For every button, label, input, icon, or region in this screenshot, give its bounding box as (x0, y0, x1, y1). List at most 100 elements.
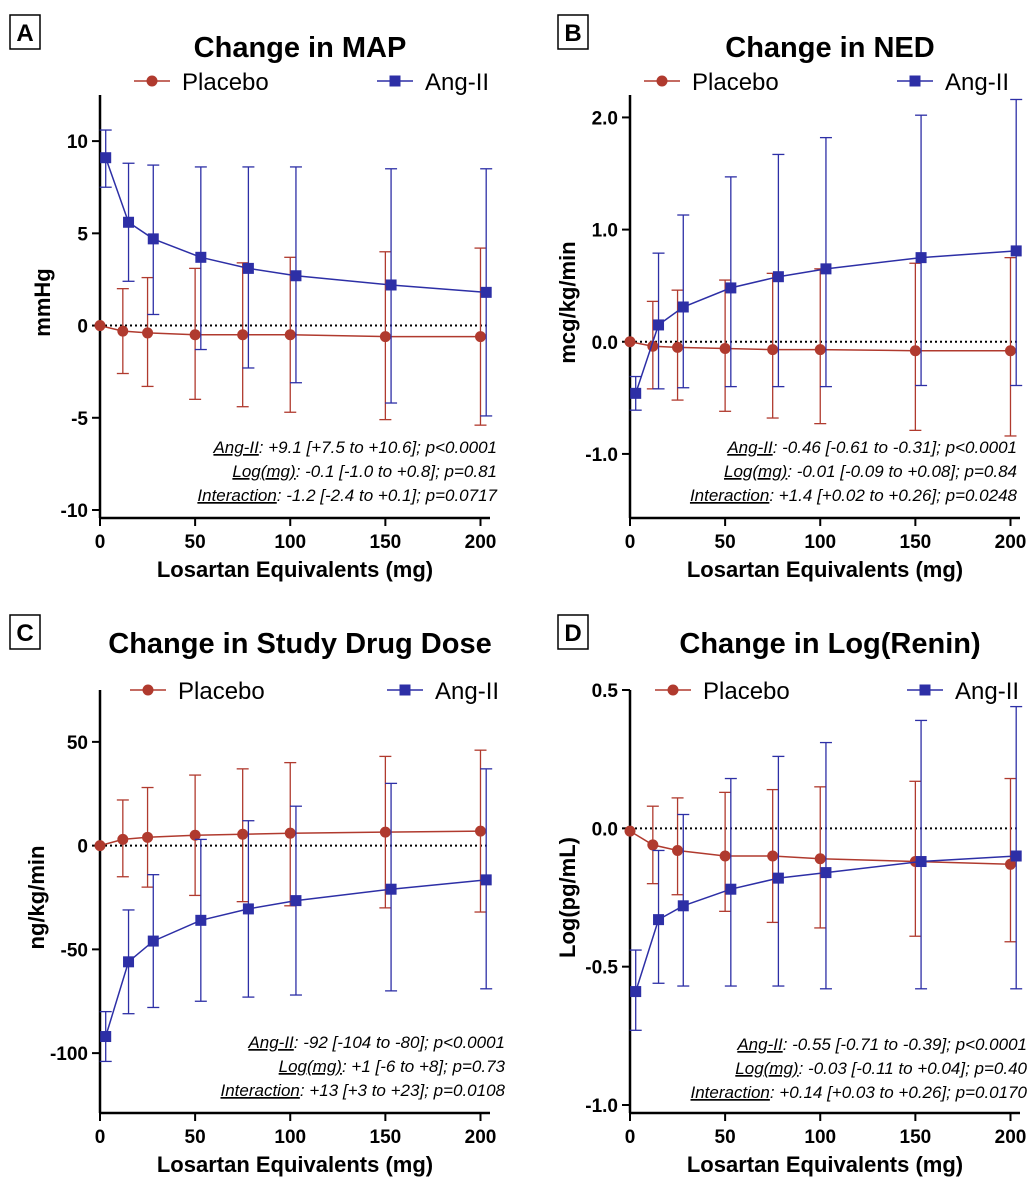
y-tick-label: 0.0 (592, 819, 618, 840)
legend-marker (919, 684, 931, 696)
y-tick-label: 1.0 (592, 221, 618, 242)
series-ang-ii (629, 705, 1023, 1031)
series-placebo (94, 247, 487, 426)
x-tick-label: 100 (274, 532, 306, 553)
x-tick-label: 150 (370, 1127, 402, 1148)
chart-title: Change in MAP (194, 32, 407, 64)
legend-label: Placebo (703, 678, 790, 705)
panel-c: C Change in Study Drug Dose Placebo Ang-II -… (9, 614, 506, 1177)
x-tick-label: 0 (625, 532, 636, 553)
x-axis-label: Losartan Equivalents (mg) (157, 1152, 433, 1177)
data-point (123, 216, 135, 228)
stat-term: Interaction (220, 1081, 299, 1100)
panel-letter: A (16, 20, 33, 47)
data-point (117, 833, 129, 845)
data-point (725, 282, 737, 294)
panel-letter: D (564, 620, 581, 647)
y-tick-label: 0 (77, 317, 88, 338)
panel-letter-box (9, 14, 41, 50)
legend-label: Ang-II (945, 69, 1009, 96)
data-point (915, 856, 927, 868)
data-point (772, 872, 784, 884)
panel-letter-box (9, 614, 41, 650)
data-point (290, 270, 302, 282)
panel-letter-box (557, 14, 589, 50)
legend-label: Placebo (692, 69, 779, 96)
data-point (677, 900, 689, 912)
data-point (1004, 345, 1016, 357)
stat-value: : -0.55 [-0.71 to -0.39]; p<0.0001 (783, 1035, 1027, 1054)
stat-term: Ang-II (726, 438, 773, 457)
stat-term: Log(mg) (724, 462, 787, 481)
data-point (147, 935, 159, 947)
y-tick-label: 0 (77, 837, 88, 858)
y-tick-label: 10 (67, 132, 88, 153)
stat-term: Log(mg) (735, 1059, 798, 1078)
data-point (237, 828, 249, 840)
stat-value: : -0.03 [-0.11 to +0.04]; p=0.40 (799, 1059, 1028, 1078)
data-point (672, 844, 684, 856)
data-point (385, 279, 397, 291)
x-tick-label: 50 (185, 532, 206, 553)
data-point (142, 831, 154, 843)
stat-line: Ang-II: -0.55 [-0.71 to -0.39]; p<0.0001 (736, 1035, 1027, 1054)
x-tick-label: 50 (715, 532, 736, 553)
data-point (820, 867, 832, 879)
data-point (814, 344, 826, 356)
legend-label: Ang-II (435, 678, 499, 705)
y-axis-label: ng/kg/min (24, 846, 49, 950)
series-placebo (624, 256, 1017, 437)
data-point (1004, 858, 1016, 870)
stat-value: : -0.46 [-0.61 to -0.31]; p<0.0001 (773, 438, 1017, 457)
data-point (100, 1031, 112, 1043)
data-point (630, 986, 642, 998)
data-point (94, 840, 106, 852)
x-tick-label: 0 (625, 1127, 636, 1148)
stat-value: : -0.1 [-1.0 to +0.8]; p=0.81 (296, 462, 497, 481)
data-point (385, 883, 397, 895)
x-axis-label: Losartan Equivalents (mg) (687, 1152, 963, 1177)
data-point (1010, 245, 1022, 257)
data-point (915, 252, 927, 264)
x-tick-label: 150 (900, 532, 932, 553)
y-tick-label: 5 (77, 224, 88, 245)
stat-value: : -0.01 [-0.09 to +0.08]; p=0.84 (787, 462, 1017, 481)
stat-term: Interaction (691, 1083, 770, 1102)
legend-label: Placebo (182, 69, 269, 96)
data-point (767, 344, 779, 356)
data-point (474, 825, 486, 837)
x-tick-label: 100 (804, 532, 836, 553)
data-point (474, 331, 486, 343)
data-point (189, 329, 201, 341)
x-tick-label: 0 (95, 1127, 106, 1148)
data-point (379, 331, 391, 343)
data-point (820, 263, 832, 275)
stat-value: : +0.14 [+0.03 to +0.26]; p=0.0170 (770, 1083, 1028, 1102)
data-point (94, 320, 106, 332)
panel-d: D Change in Log(Renin) Placebo Ang-II -1.0 -0… (555, 614, 1028, 1177)
panel-b: B Change in NED Placebo Ang-II -1.0 0.0 1.0 2.0… (555, 14, 1027, 582)
stat-value: : +1.4 [+0.02 to +0.26]; p=0.0248 (769, 486, 1017, 505)
y-axis-label: Log(pg/mL) (555, 837, 580, 958)
x-tick-label: 200 (995, 532, 1027, 553)
data-point (480, 286, 492, 298)
data-point (814, 853, 826, 865)
x-tick-label: 200 (995, 1127, 1027, 1148)
legend-marker (146, 75, 158, 87)
stat-line: Log(mg): +1 [-6 to +8]; p=0.73 (279, 1057, 506, 1076)
y-tick-label: -10 (61, 501, 88, 522)
data-point (719, 342, 731, 354)
panel-letter: C (16, 620, 33, 647)
stat-term: Interaction (690, 486, 769, 505)
data-point (647, 839, 659, 851)
stat-value: : +13 [+3 to +23]; p=0.0108 (300, 1081, 506, 1100)
x-tick-label: 0 (95, 532, 106, 553)
stat-line: Log(mg): -0.01 [-0.09 to +0.08]; p=0.84 (724, 462, 1017, 481)
series-ang-ii (99, 129, 493, 417)
stat-value: : +1 [-6 to +8]; p=0.73 (342, 1057, 506, 1076)
data-point (767, 850, 779, 862)
y-tick-label: -50 (61, 940, 88, 961)
data-point (379, 826, 391, 838)
stat-line: Ang-II: +9.1 [+7.5 to +10.6]; p<0.0001 (212, 438, 497, 457)
